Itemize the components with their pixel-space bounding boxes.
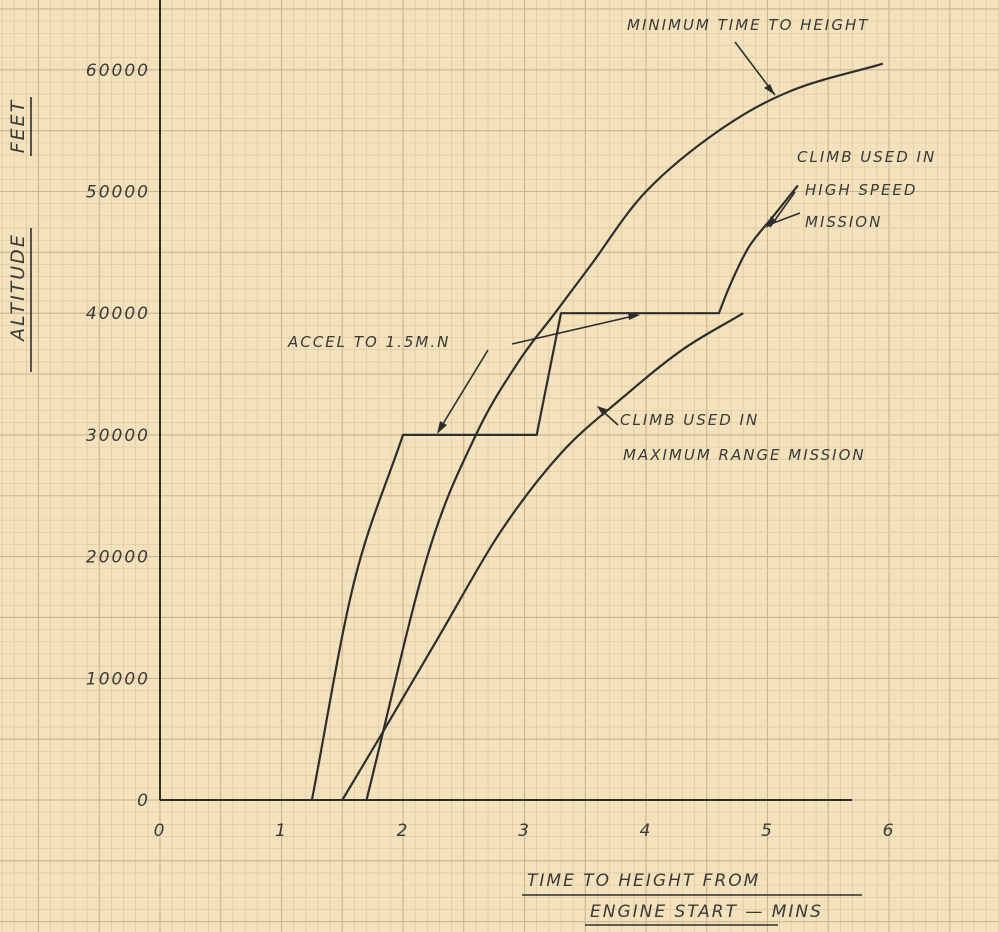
x-axis-title-line-1: TIME TO HEIGHT FROM xyxy=(527,871,760,891)
y-tick-label: 60000 xyxy=(86,61,150,81)
arrow-minimum-time xyxy=(764,84,775,95)
annotation-high-speed-line-1: CLIMB USED IN xyxy=(797,148,936,166)
annotation-high-speed-line-2: HIGH SPEED xyxy=(805,181,917,199)
series-maximum-range-mission xyxy=(341,312,744,801)
x-tick-label: 3 xyxy=(518,821,531,841)
x-tick-label: 2 xyxy=(397,821,410,841)
annotation-max-range-line-1: CLIMB USED IN xyxy=(620,411,759,429)
y-tick-label: 50000 xyxy=(86,183,150,203)
y-axis-title-part-1: ALTITUDE xyxy=(7,233,29,343)
annotation-accel: ACCEL TO 1.5M.N xyxy=(287,312,640,434)
x-axis-title: TIME TO HEIGHT FROM ENGINE START — MINS xyxy=(522,871,862,926)
annotation-max-range: CLIMB USED IN MAXIMUM RANGE MISSION xyxy=(597,406,866,464)
arrow-accel-2 xyxy=(628,312,640,320)
arrow-accel-1 xyxy=(437,421,447,434)
y-axis-title-part-2: FEET xyxy=(7,99,29,154)
tick-labels: 0 1 2 3 4 5 6 0 10000 20000 30000 40000 50000 60000 xyxy=(86,61,896,841)
y-tick-label: 10000 xyxy=(86,669,150,689)
x-tick-label: 4 xyxy=(640,821,653,841)
y-tick-label: 40000 xyxy=(86,304,150,324)
y-axis-title: ALTITUDE FEET xyxy=(7,97,32,372)
leader-accel-1 xyxy=(437,349,489,433)
axes xyxy=(159,0,852,801)
x-tick-label: 1 xyxy=(275,821,288,841)
y-tick-label: 20000 xyxy=(86,548,150,568)
x-axis-title-line-2: ENGINE START — MINS xyxy=(590,902,823,922)
series-minimum-time-to-height xyxy=(365,62,884,801)
series-high-speed-mission xyxy=(310,184,799,801)
annotation-minimum-time-text: MINIMUM TIME TO HEIGHT xyxy=(627,16,869,34)
annotation-high-speed-line-3: MISSION xyxy=(805,213,882,231)
y-tick-label: 0 xyxy=(137,791,150,811)
annotation-high-speed: CLIMB USED IN HIGH SPEED MISSION xyxy=(766,148,936,231)
x-tick-label: 5 xyxy=(761,821,774,841)
annotation-max-range-line-2: MAXIMUM RANGE MISSION xyxy=(623,446,866,464)
y-tick-label: 30000 xyxy=(86,426,150,446)
annotation-minimum-time: MINIMUM TIME TO HEIGHT xyxy=(627,16,869,96)
x-tick-label: 6 xyxy=(883,821,896,841)
arrow-high-speed xyxy=(766,216,777,228)
arrow-max-range xyxy=(597,406,609,416)
annotation-accel-text: ACCEL TO 1.5M.N xyxy=(287,333,450,351)
x-tick-label: 0 xyxy=(154,821,167,841)
series-group xyxy=(310,62,884,801)
leader-accel-2 xyxy=(511,314,639,345)
